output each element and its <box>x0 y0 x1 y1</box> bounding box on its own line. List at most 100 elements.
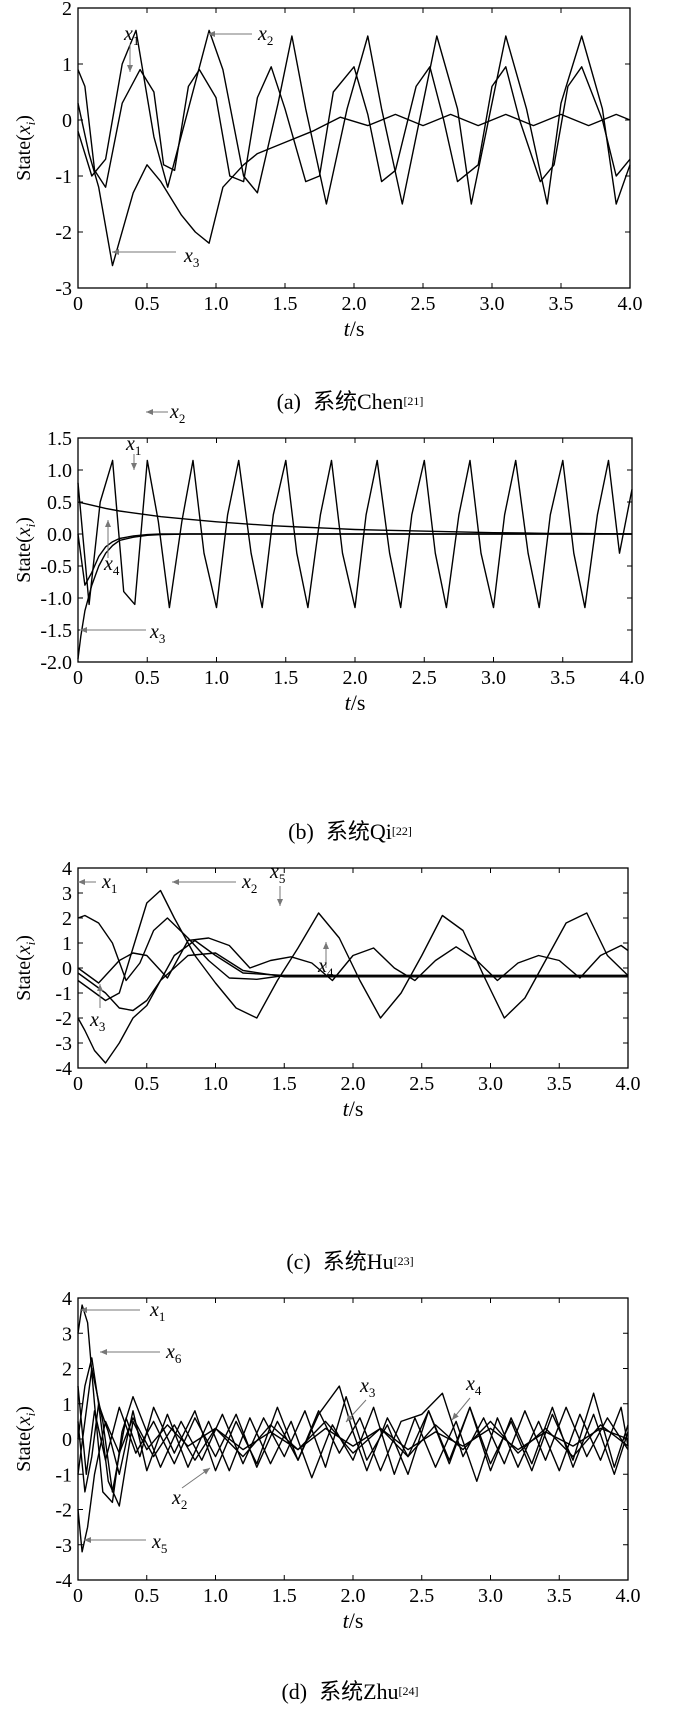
chart-b-xtick-label: 1.5 <box>273 667 298 689</box>
chart-b-frame <box>77 437 633 663</box>
chart-d-annotation-label: x1 <box>149 1299 165 1324</box>
chart-c-xlabel: t/s <box>343 1096 364 1121</box>
chart-d-caption-ref: [24] <box>398 1684 419 1698</box>
chart-d-annotation-arrowhead <box>80 1307 87 1313</box>
chart-a-svg: 210-1-2-30 0.5 1.0 1.5 2.0 2.5 3.0 3.5 4.0t/sSta… <box>13 0 643 341</box>
chart-c-caption-text: 系统Hu <box>322 1249 394 1274</box>
chart-b-ytick-label: -2.0 <box>40 652 72 674</box>
chart-a-ylabel: State(xi) <box>13 115 38 181</box>
chart-c-xtick-label: 1.5 <box>272 1073 297 1095</box>
chart-c-ytick-label: 0 <box>62 958 72 980</box>
chart-d-caption: (d) 系统Zhu[24] <box>0 1674 700 1706</box>
chart-c-xtick-label: 3.5 <box>547 1073 572 1095</box>
chart-d-ytick-label: 4 <box>62 1288 72 1310</box>
chart-a-ytick-label: -2 <box>55 222 72 244</box>
chart-b-xtick-label: 3.5 <box>550 667 575 689</box>
chart-c-annotation-arrowhead <box>78 879 85 885</box>
series-line-b-x4 <box>77 533 632 586</box>
chart-d-annotation-arrowhead <box>452 1412 459 1420</box>
chart-a-caption-ref: [21] <box>403 394 424 408</box>
chart-c-frame <box>77 867 629 1069</box>
chart-d-annotation-label: x4 <box>465 1373 482 1398</box>
series-line-a-x2 <box>77 29 631 205</box>
chart-c-xtick-label: 2.5 <box>409 1073 434 1095</box>
chart-b-annotation-arrowhead <box>105 520 111 527</box>
chart-a-xtick-label: 2.5 <box>411 293 436 315</box>
chart-a-ytick-label: 1 <box>62 54 72 76</box>
chart-d-ytick-label: 0 <box>62 1429 72 1451</box>
chart-a-annotation-label: x1 <box>123 23 139 48</box>
chart-d-annotation-arrowhead <box>346 1414 353 1422</box>
series-line-d-x4 <box>77 1386 629 1476</box>
chart-d-ytick-label: -4 <box>55 1570 72 1592</box>
chart-b-xtick-label: 0.5 <box>135 667 160 689</box>
chart-d-annotation-arrowhead <box>100 1349 107 1355</box>
chart-a-ytick-label: 0 <box>62 110 72 132</box>
series-line-c-x3 <box>77 939 628 1064</box>
chart-b-xtick-label: 4.0 <box>620 667 645 689</box>
chart-a-xtick-label: 0 <box>73 293 83 315</box>
chart-c-annotation-label: x2 <box>241 871 257 896</box>
series-line-d-x6 <box>77 1357 629 1507</box>
chart-d-caption-text: 系统Zhu <box>319 1679 399 1704</box>
series-line-a-x3 <box>77 103 631 267</box>
chart-b-ylabel: State(xi) <box>13 517 38 583</box>
chart-b-caption-text: 系统Qi <box>325 819 392 844</box>
chart-d-ytick-label: -1 <box>55 1464 72 1486</box>
chart-b-caption-prefix: (b) <box>288 819 314 844</box>
chart-c-annotation-arrowhead <box>277 899 283 906</box>
chart-a-annotation-arrowhead <box>127 65 133 72</box>
chart-c-annotation-label: x3 <box>89 1009 105 1034</box>
chart-d-ytick-label: 3 <box>62 1323 72 1345</box>
chart-d-xtick-label: 1.0 <box>203 1585 228 1607</box>
chart-a-xtick-label: 3.5 <box>549 293 574 315</box>
chart-panel-a: 2 1 0 -1 -2 -3 0 0.5 1.0 1.5 2.0 2.5 3.0 3.5 4.0 t/s Sta… <box>0 0 700 430</box>
chart-b-annotation-arrowhead <box>146 409 153 415</box>
series-line-d-x2 <box>77 1403 629 1493</box>
chart-c-caption-prefix: (c) <box>286 1249 311 1274</box>
chart-b-ytick-label: 0.5 <box>47 492 72 514</box>
chart-c-ytick-label: -3 <box>55 1033 72 1055</box>
chart-d-xtick-label: 3.5 <box>547 1585 572 1607</box>
chart-panel-c: 4 3 2 1 0 -1 -2 -3 -4 0 0.5 1.0 1.5 2.0 2.5 3.0 3.5 4.0 t/… <box>0 858 700 1290</box>
chart-a-annotation-label: x3 <box>183 245 199 270</box>
chart-c-caption: (c) 系统Hu[23] <box>0 1244 700 1276</box>
chart-c-ytick-label: 3 <box>62 883 72 905</box>
chart-d-annotation-label: x6 <box>165 1341 182 1366</box>
chart-c-annotation-label: x1 <box>101 871 117 896</box>
chart-b-ytick-label: -1.0 <box>40 588 72 610</box>
chart-d-xtick-label: 3.0 <box>478 1585 503 1607</box>
chart-a-ytick-label: -3 <box>55 278 72 300</box>
chart-a-xtick-label: 0.5 <box>135 293 160 315</box>
chart-a-xlabel: t/s <box>344 316 365 341</box>
series-line-c-x2 <box>77 889 629 1019</box>
chart-d-annotation-arrowhead <box>202 1468 210 1475</box>
series-line-d-x5 <box>77 1417 629 1553</box>
chart-a-annotation-arrowhead <box>208 31 215 37</box>
chart-c-annotation-arrowhead <box>323 942 329 949</box>
chart-b-annotation-label: x3 <box>149 621 165 646</box>
chart-c-xtick-label: 1.0 <box>203 1073 228 1095</box>
chart-b-ytick-label: 1.5 <box>47 428 72 450</box>
chart-c-ytick-label: -4 <box>55 1058 72 1080</box>
chart-b-xtick-label: 2.5 <box>412 667 437 689</box>
chart-c-xtick-label: 4.0 <box>616 1073 641 1095</box>
chart-panel-b: 1.5 1.0 0.5 0.0 -0.5 -1.0 -1.5 -2.0 0 0.5 1.0 1.5 2.… <box>0 401 700 860</box>
series-line-c-x4 <box>77 952 628 1012</box>
chart-a-xtick-label: 1.0 <box>204 293 229 315</box>
chart-c-annotation-arrowhead <box>97 984 103 991</box>
chart-c-xtick-label: 3.0 <box>478 1073 503 1095</box>
chart-b-xtick-label: 3.0 <box>481 667 506 689</box>
chart-d-xtick-label: 2.5 <box>409 1585 434 1607</box>
chart-a-xtick-label: 2.0 <box>342 293 367 315</box>
chart-c-ytick-label: 2 <box>62 908 72 930</box>
chart-a-caption-prefix: (a) <box>276 389 301 414</box>
series-line-d-x3 <box>77 1367 629 1493</box>
chart-a-xtick-label: 4.0 <box>618 293 643 315</box>
chart-a-annotation-arrowhead <box>112 249 119 255</box>
chart-d-annotation-label: x5 <box>151 1531 167 1556</box>
chart-b-xtick-label: 1.0 <box>204 667 229 689</box>
chart-d-annotation-label: x2 <box>171 1487 187 1512</box>
series-line-c-x5 <box>77 937 629 984</box>
